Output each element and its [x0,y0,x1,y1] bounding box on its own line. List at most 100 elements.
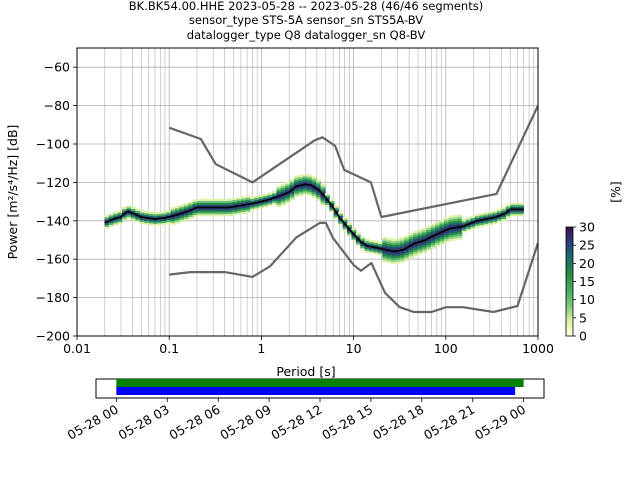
y-tick-label: −60 [44,60,70,75]
heatmap-cell [236,206,242,209]
heatmap-cell [324,204,330,207]
heatmap-cell [113,221,119,224]
heatmap-cell [108,220,114,224]
heatmap-cell [514,212,520,215]
heatmap-cell [461,222,467,226]
heatmap-cell [179,216,185,219]
heatmap-cell [505,215,511,219]
heatmap-cell [421,243,427,246]
heatmap-cell [351,231,357,234]
heatmap-cell [514,210,520,213]
heatmap-cell [377,245,383,248]
heatmap-cell [316,198,322,201]
heatmap-cell [386,237,392,241]
heatmap-cell [219,198,225,201]
heatmap-cell [408,255,414,259]
heatmap-cell [492,214,498,217]
heatmap-cell [188,210,194,214]
heatmap-cell [395,238,401,241]
heatmap-cell [470,217,476,220]
heatmap-cell [254,199,260,202]
heatmap-cell [307,178,313,181]
heatmap-cell [223,208,229,211]
heatmap-cell [355,234,361,237]
colorbar-tick-label: 5 [579,310,587,325]
heatmap-cell [391,242,397,245]
heatmap-cell [294,192,300,196]
heatmap-cell [466,219,472,222]
heatmap-cell [117,212,123,215]
heatmap-cell [179,204,185,207]
heatmap-cell [258,196,264,199]
heatmap-cell [373,250,379,253]
heatmap-cell [391,244,397,247]
heatmap-cell [421,235,427,238]
heatmap-cell [307,185,313,189]
heatmap-cell [457,218,463,221]
heatmap-cell [333,209,339,212]
heatmap-cell [395,261,401,264]
heatmap-cell [399,247,405,250]
heatmap-cell [302,187,308,190]
heatmap-cell [382,240,388,244]
heatmap-cell [413,249,419,253]
heatmap-cell [408,246,414,249]
heatmap-cell [435,242,441,245]
heatmap-cell [439,236,445,239]
heatmap-cell [285,197,291,200]
heatmap-cell [369,243,375,246]
heatmap-cell [360,244,366,247]
heatmap-cell [417,236,423,240]
heatmap-cell [130,214,136,217]
heatmap-cell [276,201,282,204]
heatmap-cell [126,214,132,217]
heatmap-cell [417,235,423,238]
coverage-tick-label: 05-28 00 [65,402,121,443]
heatmap-cell [329,208,335,211]
heatmap-cell [501,211,507,214]
heatmap-cell [157,223,163,226]
heatmap-cell [302,191,308,194]
heatmap-cell [408,252,414,255]
heatmap-cell [205,198,211,201]
heatmap-cell [302,185,308,188]
heatmap-cell [232,197,238,201]
heatmap-cell [426,233,432,236]
heatmap-cell [448,233,454,236]
heatmap-cell [360,247,366,251]
coverage-bars [116,379,524,395]
heatmap-cell [122,218,128,221]
heatmap-cell [254,207,260,210]
heatmap-cell [320,189,326,193]
heatmap-cell [320,186,326,189]
heatmap-cell [382,244,388,247]
heatmap-cell [175,209,181,213]
coverage-bar [116,387,516,395]
heatmap-cell [457,222,463,225]
heatmap-cell [227,200,233,203]
heatmap-cell [391,240,397,243]
heatmap-cell [426,231,432,234]
heatmap-cell [430,244,436,247]
heatmap-cell [205,204,211,207]
heatmap-cell [435,240,441,243]
heatmap-cell [510,214,516,217]
heatmap-cell [298,178,304,181]
colorbar-tick-label: 10 [579,292,595,307]
heatmap-cell [272,191,278,194]
heatmap-cell [219,212,225,215]
heatmap-cell [474,215,480,219]
heatmap-cell [104,218,110,222]
heatmap-cell [452,234,458,237]
heatmap-cell [320,201,326,204]
heatmap-cell [122,210,128,213]
heatmap-cell [329,202,335,206]
y-axis-ticks: −200 −180 −160 −140 −120 −100 −80 −60 [36,60,77,344]
heatmap-cell [492,210,498,213]
heatmap-cell [298,176,304,179]
heatmap-cell [391,254,397,257]
heatmap-cell [408,253,414,257]
heatmap-cell [474,225,480,228]
heatmap-cell [197,200,203,203]
heatmap-cell [474,214,480,217]
